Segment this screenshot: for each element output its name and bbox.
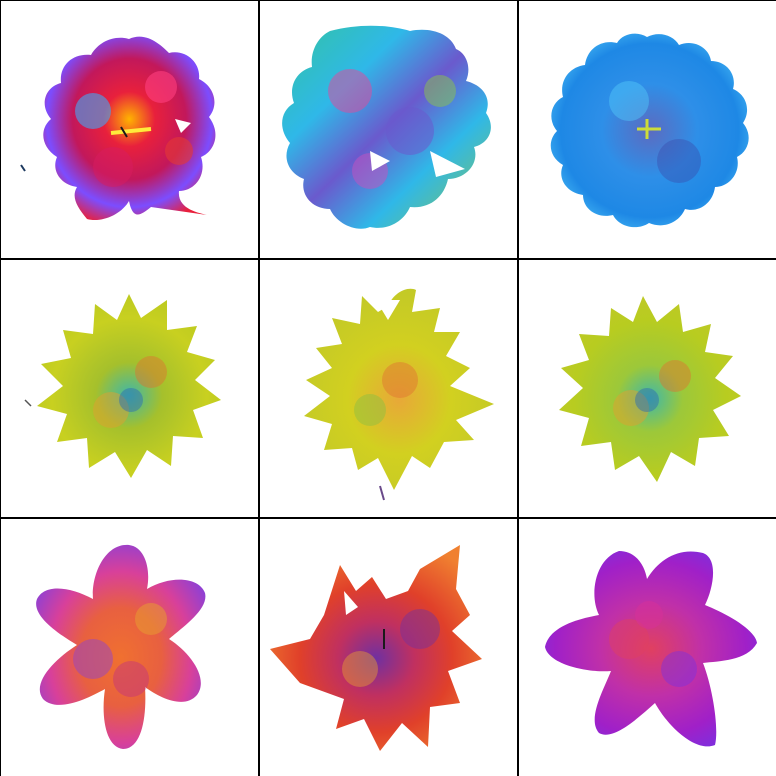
flower-image [304, 288, 494, 501]
flower-image [36, 544, 206, 749]
grid-tile-2-3 [519, 260, 776, 517]
grid-tile-3-3 [519, 519, 776, 776]
grid-tile-3-2 [260, 519, 517, 776]
flower-image [545, 551, 757, 747]
flower-image [24, 294, 221, 478]
grid-tile-1-1 [1, 1, 258, 258]
flower-image [559, 296, 741, 482]
flower-image [282, 25, 491, 229]
grid-tile-1-2 [260, 1, 517, 258]
flower-image [270, 545, 482, 751]
grid-tile-2-2 [260, 260, 517, 517]
grid-tile-2-1 [1, 260, 258, 517]
flower-image [550, 33, 749, 228]
grid-tile-1-3 [519, 1, 776, 258]
flower-image [20, 36, 216, 221]
grid-tile-3-1 [1, 519, 258, 776]
